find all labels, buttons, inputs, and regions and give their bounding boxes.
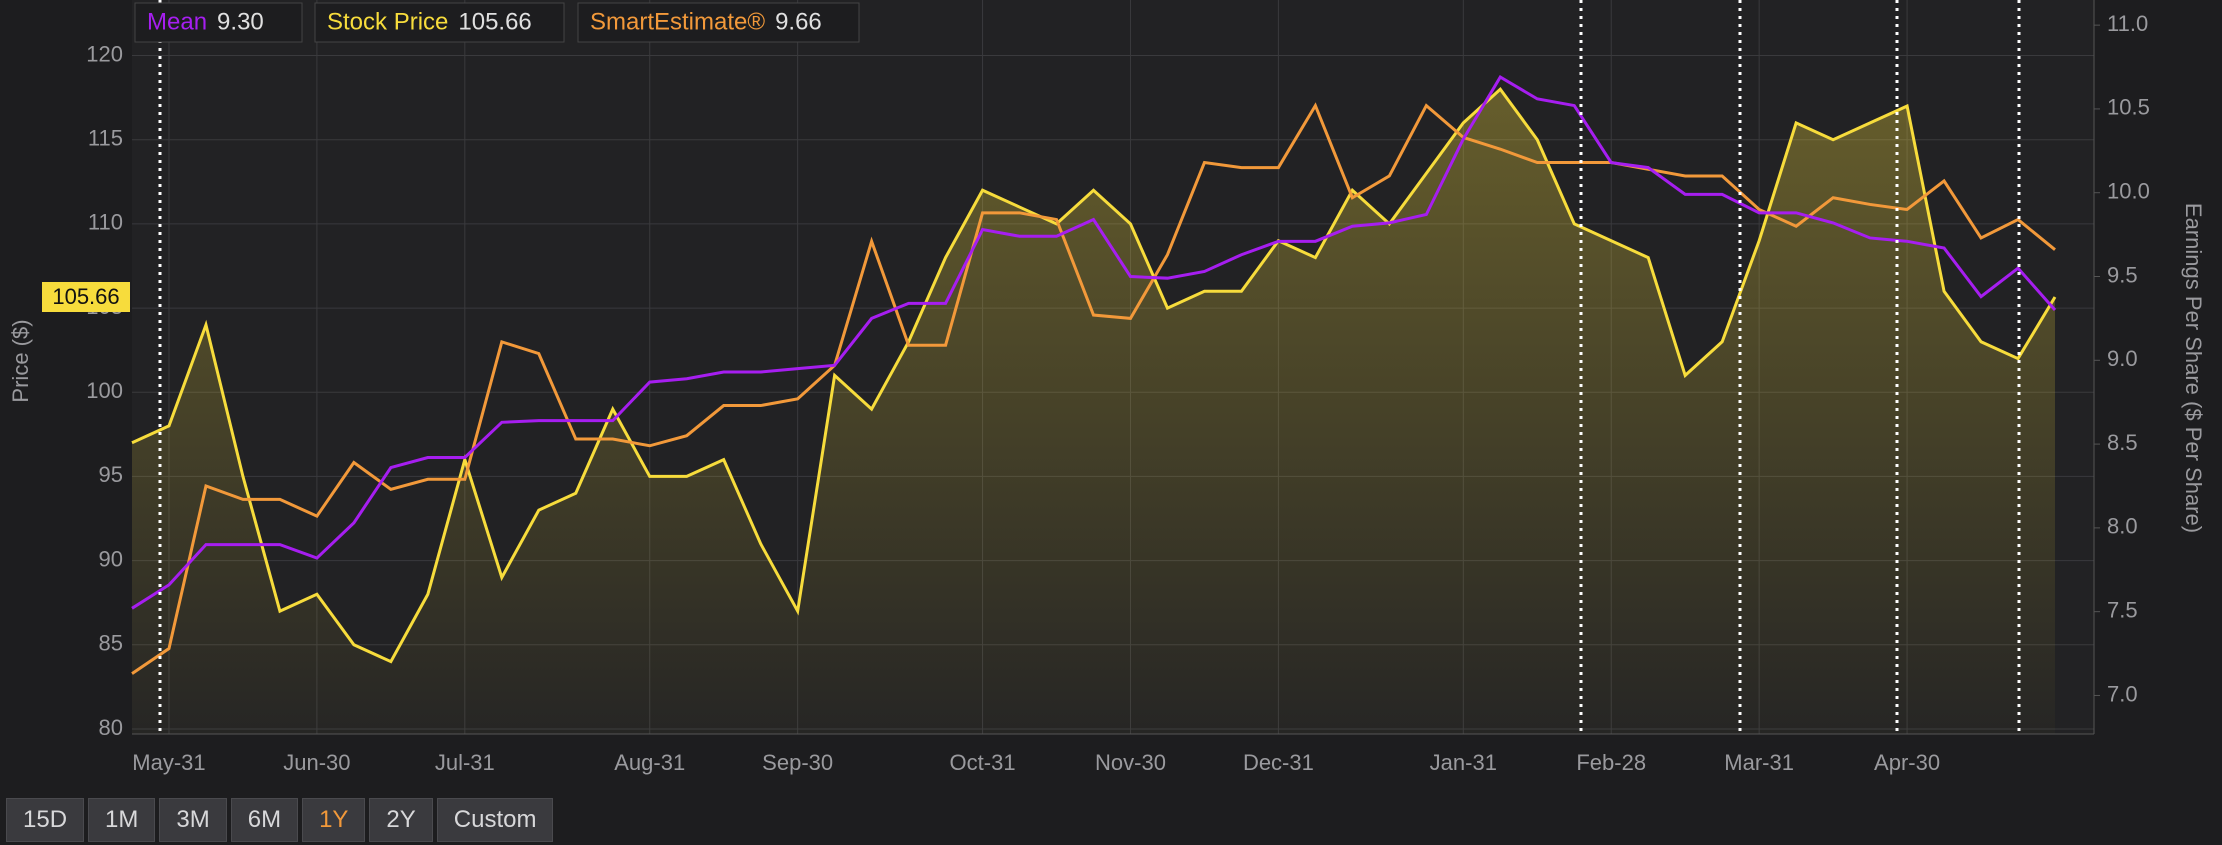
range-button[interactable]: 1M bbox=[88, 798, 156, 842]
y-tick-label: 90 bbox=[99, 546, 123, 571]
series-line bbox=[131, 86, 2057, 664]
y-tick-label: 85 bbox=[99, 631, 123, 656]
legend-value: 9.30 bbox=[217, 8, 264, 35]
range-button[interactable]: 2Y bbox=[369, 798, 433, 842]
price-badge bbox=[42, 282, 130, 312]
y-tick-label: 95 bbox=[99, 462, 123, 487]
y2-tick-label: 9.5 bbox=[2107, 262, 2138, 287]
y2-tick-label: 11.0 bbox=[2107, 11, 2148, 36]
x-tick-label: Jul-31 bbox=[435, 750, 495, 775]
legend-box bbox=[314, 2, 565, 43]
y-tick-label: 80 bbox=[99, 715, 123, 740]
x-tick-label: Feb-28 bbox=[1576, 750, 1646, 775]
series-line bbox=[131, 75, 2057, 610]
legend-value: 105.66 bbox=[458, 8, 531, 35]
chart: 808590951001051101151207.07.58.08.59.09.… bbox=[8, 0, 2206, 775]
legend-box bbox=[577, 2, 860, 43]
x-tick-label: Mar-31 bbox=[1724, 750, 1794, 775]
range-buttons: 15D 1M 3M 6M 1Y 2Y Custom bbox=[6, 798, 554, 842]
legend-value: 9.66 bbox=[775, 8, 822, 35]
x-tick-label: Oct-31 bbox=[950, 750, 1016, 775]
price-badge-label: 105.66 bbox=[52, 284, 119, 309]
legend-name: Mean bbox=[147, 8, 207, 35]
price-area bbox=[132, 89, 2055, 734]
range-button[interactable]: 6M bbox=[230, 798, 299, 842]
y-tick-label: 115 bbox=[88, 126, 123, 151]
x-tick-label: Nov-30 bbox=[1095, 750, 1166, 775]
y2-axis-label: Earnings Per Share ($ Per Share) bbox=[2181, 203, 2206, 533]
x-tick-label: Sep-30 bbox=[762, 750, 833, 775]
y-tick-label: 110 bbox=[88, 210, 123, 235]
legend-name: SmartEstimate® bbox=[590, 8, 765, 35]
y2-tick-label: 9.0 bbox=[2107, 346, 2138, 371]
y2-tick-label: 10.0 bbox=[2107, 179, 2150, 204]
y2-tick-label: 7.0 bbox=[2107, 681, 2138, 706]
range-button[interactable]: 15D bbox=[6, 798, 85, 842]
x-tick-label: Jan-31 bbox=[1430, 750, 1497, 775]
range-button[interactable]: 1Y bbox=[302, 798, 366, 842]
x-tick-label: Aug-31 bbox=[614, 750, 685, 775]
y2-tick-label: 8.5 bbox=[2107, 430, 2138, 455]
x-tick-label: Jun-30 bbox=[283, 750, 350, 775]
y2-tick-label: 8.0 bbox=[2107, 514, 2138, 539]
y-axis-label: Price ($) bbox=[8, 319, 33, 402]
y-tick-label: 100 bbox=[86, 378, 123, 403]
range-button[interactable]: Custom bbox=[436, 798, 554, 842]
legend-box bbox=[134, 2, 303, 43]
x-tick-label: Dec-31 bbox=[1243, 750, 1314, 775]
range-button[interactable]: 3M bbox=[159, 798, 227, 842]
legend-name: Stock Price bbox=[327, 8, 448, 35]
y2-tick-label: 10.5 bbox=[2107, 95, 2150, 120]
x-tick-label: May-31 bbox=[132, 750, 205, 775]
y2-tick-label: 7.5 bbox=[2107, 597, 2138, 622]
series-line bbox=[131, 102, 2056, 675]
y-tick-label: 120 bbox=[86, 41, 123, 66]
event-markers bbox=[158, 0, 2021, 734]
x-tick-label: Apr-30 bbox=[1874, 750, 1940, 775]
